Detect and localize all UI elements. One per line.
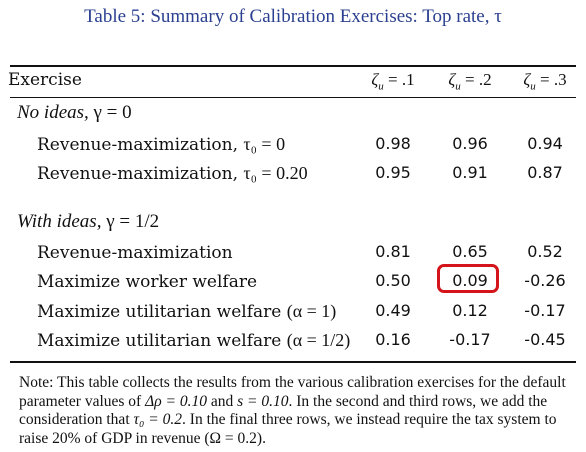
table-row: Maximize utilitarian welfare (α = 1) 0.4… bbox=[0, 301, 586, 329]
highlight-annotation-box bbox=[437, 264, 499, 293]
header-rule bbox=[10, 97, 576, 98]
table-row: Revenue-maximization, τ₀ = 0.20 0.95 0.9… bbox=[0, 163, 586, 191]
table-row: Maximize worker welfare 0.50 0.09 -0.26 bbox=[0, 271, 586, 299]
row-label: Maximize worker welfare bbox=[37, 272, 258, 292]
cell-value: -0.17 bbox=[449, 330, 491, 349]
group-label-no-ideas: No ideas, γ = 0 bbox=[17, 102, 132, 123]
row-label: Revenue-maximization, τ₀ = 0 bbox=[37, 134, 286, 155]
top-rule bbox=[10, 65, 576, 67]
bottom-rule bbox=[10, 361, 576, 363]
table-note: Note: This table collects the results fr… bbox=[19, 374, 566, 447]
cell-value: 0.91 bbox=[452, 163, 488, 182]
table-row: Maximize utilitarian welfare (α = 1/2) 0… bbox=[0, 330, 586, 358]
highlighted-cell-value: 0.09 bbox=[452, 271, 488, 290]
cell-value: 0.16 bbox=[375, 330, 411, 349]
row-label: Revenue-maximization bbox=[37, 243, 233, 263]
table-row: Revenue-maximization 0.81 0.65 0.52 bbox=[0, 242, 586, 270]
cell-value: 0.81 bbox=[375, 242, 411, 261]
cell-value: -0.17 bbox=[524, 301, 566, 320]
cell-value: 0.49 bbox=[375, 301, 411, 320]
row-label: Maximize utilitarian welfare (α = 1) bbox=[37, 301, 337, 322]
exercise-column-header: Exercise bbox=[8, 70, 82, 90]
cell-value: 0.65 bbox=[452, 242, 488, 261]
cell-value: 0.12 bbox=[452, 301, 488, 320]
column-header-3: ζu = .3 bbox=[523, 70, 567, 93]
cell-value: -0.45 bbox=[524, 330, 566, 349]
column-header-2: ζu = .2 bbox=[448, 70, 492, 93]
row-label: Revenue-maximization, τ₀ = 0.20 bbox=[37, 163, 308, 184]
cell-value: 0.96 bbox=[452, 134, 488, 153]
column-header-1: ζu = .1 bbox=[371, 70, 415, 93]
cell-value: 0.52 bbox=[527, 242, 563, 261]
cell-value: 0.98 bbox=[375, 134, 411, 153]
table-title: Table 5: Summary of Calibration Exercise… bbox=[84, 6, 502, 27]
cell-value: 0.95 bbox=[375, 163, 411, 182]
cell-value: 0.87 bbox=[527, 163, 563, 182]
group-label-with-ideas: With ideas, γ = 1/2 bbox=[17, 211, 160, 232]
cell-value: 0.94 bbox=[527, 134, 563, 153]
row-label: Maximize utilitarian welfare (α = 1/2) bbox=[37, 330, 351, 351]
cell-value: 0.50 bbox=[375, 271, 411, 290]
table-row: Revenue-maximization, τ₀ = 0 0.98 0.96 0… bbox=[0, 134, 586, 162]
cell-value: -0.26 bbox=[524, 271, 566, 290]
